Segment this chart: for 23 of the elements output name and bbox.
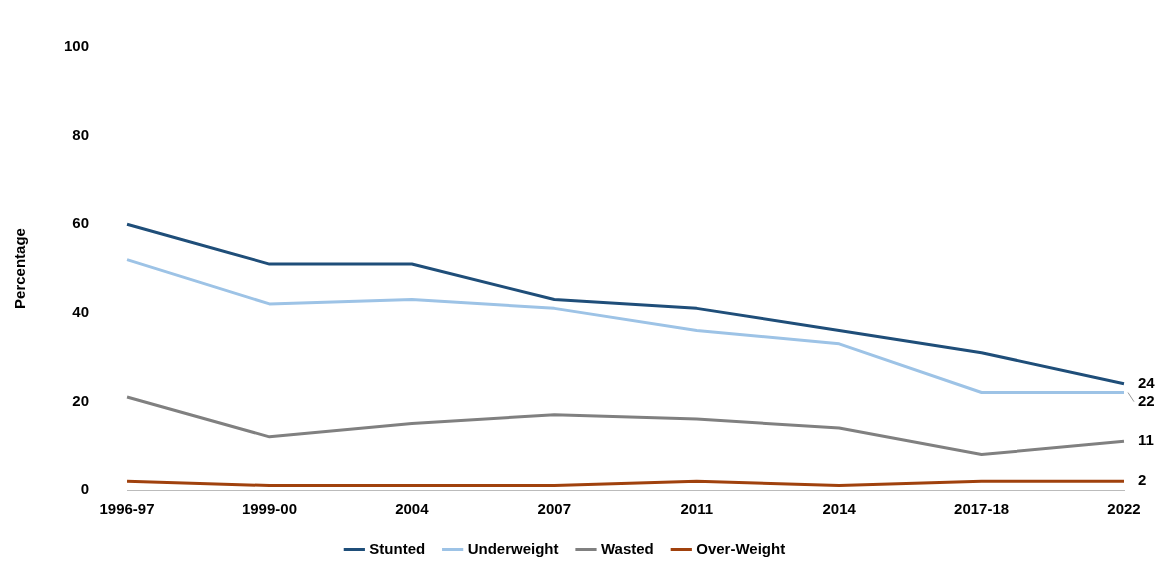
y-tick-label: 0: [80, 480, 90, 498]
x-tick-label: 1996-97: [99, 500, 155, 518]
data-label: 24: [1138, 373, 1156, 391]
legend-label: Underweight: [467, 539, 559, 557]
data-label: 2: [1138, 471, 1147, 489]
y-tick-label: 100: [64, 37, 90, 55]
legend-label: Over-Weight: [696, 539, 786, 557]
legend-label: Stunted: [369, 539, 426, 557]
x-tick-label: 1999-00: [241, 500, 297, 518]
x-tick-label: 2004: [395, 500, 430, 518]
x-tick-label: 2022: [1107, 500, 1141, 518]
x-tick-label: 2011: [680, 500, 713, 518]
y-tick-label: 80: [72, 125, 90, 143]
data-label: 22: [1138, 391, 1155, 409]
y-tick-label: 40: [72, 302, 90, 320]
y-tick-label: 60: [72, 214, 90, 232]
x-tick-label: 2007: [537, 500, 571, 518]
y-tick-label: 20: [72, 391, 90, 409]
data-label: 11: [1138, 431, 1154, 449]
y-axis-title: Percentage: [11, 228, 29, 309]
x-tick-label: 2014: [822, 500, 857, 518]
x-tick-label: 2017-18: [954, 500, 1010, 518]
legend-label: Wasted: [600, 539, 654, 557]
